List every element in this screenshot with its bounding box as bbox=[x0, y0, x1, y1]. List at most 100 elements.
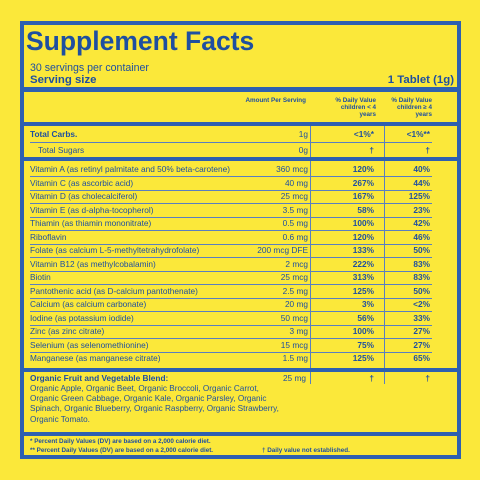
row-divider bbox=[30, 176, 432, 177]
dv-under-4: 100% bbox=[352, 326, 374, 336]
nutrient-source: (as calcium carbonate) bbox=[62, 299, 147, 309]
nutrient-name: Thiamin (as thiamin mononitrate) bbox=[30, 218, 152, 228]
nutrient-name: Total Sugars bbox=[38, 145, 85, 155]
row-divider bbox=[30, 352, 432, 353]
thick-rule-header bbox=[24, 122, 457, 126]
dv-over-4: 83% bbox=[413, 258, 430, 269]
thick-rule-blend bbox=[24, 368, 457, 372]
nutrient-amount: 0g bbox=[298, 145, 308, 155]
nutrient-source: (as calcium L-5-methyltetrahydrofolate) bbox=[55, 245, 200, 255]
dv-under-4: 125% bbox=[352, 353, 374, 363]
column-divider bbox=[384, 372, 385, 384]
nutrient-amount: 25 mcg bbox=[280, 272, 308, 282]
column-divider bbox=[310, 372, 311, 384]
nutrient-amount: 2.5 mg bbox=[282, 285, 308, 296]
nutrient-name: Vitamin E (as d-alpha-tocopherol) bbox=[30, 204, 154, 215]
blend-dv-over-4: † bbox=[425, 373, 430, 383]
table-row: Zinc (as zinc citrate) 3 mg 100% 27% bbox=[30, 325, 432, 338]
nutrient-name: Vitamin A (as retinyl palmitate and 50% … bbox=[30, 164, 231, 174]
nutrient-source: (as manganese citrate) bbox=[75, 353, 161, 363]
header-dv-under-4: % Daily Value children < 4 years bbox=[335, 97, 376, 118]
footnote-dv-under-4: * Percent Daily Values (DV) are based on… bbox=[30, 438, 211, 445]
nutrient-source: (as zinc citrate) bbox=[48, 326, 105, 336]
table-row: Total Sugars 0g † † bbox=[30, 144, 432, 157]
nutrient-name: Pantothenic acid (as D-calcium pantothen… bbox=[30, 285, 198, 296]
table-row: Pantothenic acid (as D-calcium pantothen… bbox=[30, 285, 432, 298]
nutrient-amount: 0.6 mg bbox=[282, 231, 308, 242]
dv-over-4: 50% bbox=[413, 285, 430, 296]
row-divider bbox=[30, 338, 432, 339]
dv-under-4: 120% bbox=[352, 231, 374, 242]
table-row: Vitamin A (as retinyl palmitate and 50% … bbox=[30, 163, 432, 176]
row-divider bbox=[30, 257, 432, 258]
nutrient-amount: 1.5 mg bbox=[282, 353, 308, 363]
nutrient-name: Vitamin D (as cholecalciferol) bbox=[30, 191, 138, 201]
blend-amount: 25 mg bbox=[282, 373, 306, 383]
dv-under-4: 3% bbox=[362, 299, 374, 309]
dv-over-4: 125% bbox=[408, 191, 430, 201]
table-row: Folate (as calcium L-5-methyltetrahydrof… bbox=[30, 244, 432, 257]
nutrient-name: Manganese (as manganese citrate) bbox=[30, 353, 161, 363]
column-divider bbox=[310, 126, 311, 157]
nutrient-source: (as retinyl palmitate and 50% beta-carot… bbox=[66, 164, 231, 174]
dv-over-4: <2% bbox=[413, 299, 430, 309]
nutrient-source: (as thiamin mononitrate) bbox=[61, 218, 152, 228]
dv-under-4: 125% bbox=[352, 285, 374, 296]
table-row: Calcium (as calcium carbonate) 20 mg 3% <2% bbox=[30, 298, 432, 311]
thick-rule-top bbox=[24, 87, 457, 92]
nutrient-source: (as cholecalciferol) bbox=[68, 191, 138, 201]
dv-under-4: † bbox=[369, 145, 374, 155]
nutrient-amount: 2 mcg bbox=[285, 258, 308, 269]
nutrient-name: Biotin bbox=[30, 272, 51, 282]
row-divider bbox=[30, 142, 432, 143]
dv-over-4: 27% bbox=[413, 339, 430, 350]
nutrient-name: Folate (as calcium L-5-methyltetrahydrof… bbox=[30, 245, 200, 255]
table-row: Iodine (as potassium iodide) 50 mcg 56% 33% bbox=[30, 312, 432, 325]
dv-over-4: 50% bbox=[413, 245, 430, 255]
nutrient-amount: 200 mcg DFE bbox=[257, 245, 308, 255]
nutrient-name: Total Carbs. bbox=[30, 129, 78, 139]
table-row: Biotin 25 mcg 313% 83% bbox=[30, 271, 432, 284]
dv-over-4: 83% bbox=[413, 272, 430, 282]
nutrient-name: Vitamin B12 (as methylcobalamin) bbox=[30, 258, 156, 269]
column-divider bbox=[384, 126, 385, 157]
table-row: Vitamin E (as d-alpha-tocopherol) 3.5 mg 5… bbox=[30, 204, 432, 217]
serving-size-value: 1 Tablet (1g) bbox=[387, 74, 454, 86]
dv-under-4: 267% bbox=[352, 177, 374, 188]
nutrient-name: Riboflavin bbox=[30, 231, 67, 242]
column-divider bbox=[384, 161, 385, 368]
nutrient-source: (as ascorbic acid) bbox=[68, 177, 134, 188]
table-row: Total Carbs. 1g <1%* <1%** bbox=[30, 128, 432, 141]
dv-under-4: <1%* bbox=[353, 129, 374, 139]
nutrient-source: (as selenomethionine) bbox=[66, 339, 149, 350]
nutrient-source: (as potassium iodide) bbox=[54, 312, 134, 323]
footnote-dv-over-4: ** Percent Daily Values (DV) are based o… bbox=[30, 447, 214, 454]
panel-title: Supplement Facts bbox=[26, 26, 255, 56]
blend-name: Organic Fruit and Vegetable Blend: bbox=[30, 373, 169, 383]
dv-under-4: 58% bbox=[357, 204, 374, 215]
dv-under-4: 133% bbox=[352, 245, 374, 255]
dv-over-4: 23% bbox=[413, 204, 430, 215]
row-divider bbox=[30, 217, 432, 218]
thick-rule-carbs bbox=[24, 157, 457, 161]
serving-size-label: Serving size bbox=[30, 74, 97, 86]
row-divider bbox=[30, 230, 432, 231]
row-divider bbox=[30, 284, 432, 285]
dv-under-4: 100% bbox=[352, 218, 374, 228]
column-divider bbox=[310, 161, 311, 368]
nutrient-amount: 360 mcg bbox=[276, 164, 308, 174]
nutrient-amount: 20 mg bbox=[284, 299, 308, 309]
dv-under-4: 75% bbox=[357, 339, 374, 350]
nutrient-amount: 50 mcg bbox=[280, 312, 308, 323]
row-divider bbox=[30, 271, 432, 272]
dv-over-4: 33% bbox=[413, 312, 430, 323]
row-divider bbox=[30, 298, 432, 299]
dv-over-4: 27% bbox=[413, 326, 430, 336]
dv-over-4: † bbox=[425, 145, 430, 155]
table-row: Vitamin D (as cholecalciferol) 25 mcg 167%… bbox=[30, 190, 432, 203]
dv-under-4: 56% bbox=[357, 312, 374, 323]
nutrient-source: (as d-alpha-tocopherol) bbox=[67, 204, 154, 215]
dv-under-4: 120% bbox=[352, 164, 374, 174]
row-divider bbox=[30, 190, 432, 191]
nutrient-amount: 40 mg bbox=[284, 177, 308, 188]
